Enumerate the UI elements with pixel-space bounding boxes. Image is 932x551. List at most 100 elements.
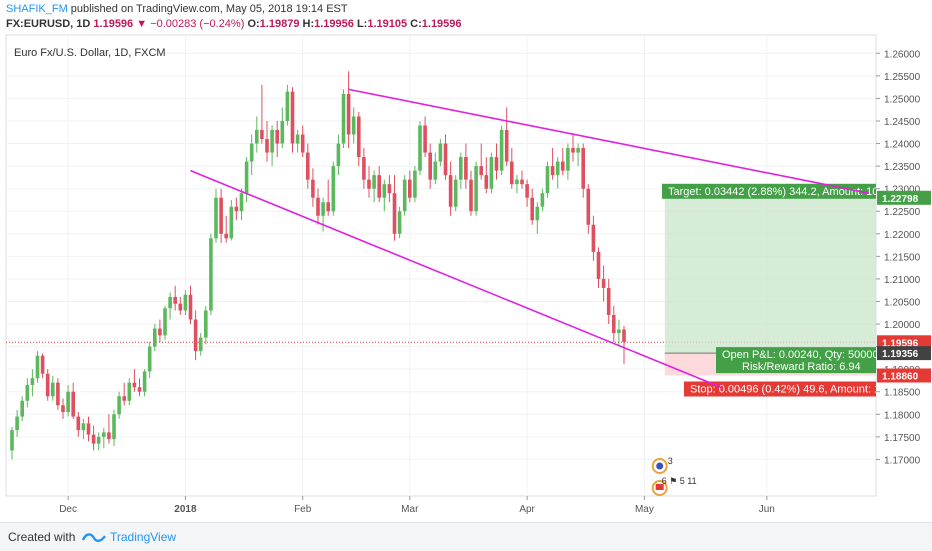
price-label-box	[877, 335, 931, 350]
candle-body	[443, 143, 448, 176]
open-label: O:	[247, 18, 260, 30]
flag-icon	[655, 484, 664, 490]
trendline	[348, 88, 869, 194]
candle-body	[321, 202, 325, 216]
ohlc-bar: FX:EURUSD, 1D 1.19596 ▼ −0.00283 (−0.24%…	[6, 17, 462, 32]
candle-body	[479, 166, 483, 176]
candle-body	[122, 396, 126, 401]
high-value: 1.19956	[314, 18, 354, 30]
price-tick-label: 1.22000	[884, 230, 921, 241]
created-with-label: Created with	[8, 530, 76, 544]
price-label: 1.22798	[882, 194, 919, 205]
trendline	[190, 169, 722, 388]
price-tick-label: 1.20500	[884, 297, 921, 308]
price-label-box	[877, 368, 931, 383]
candle-body	[530, 197, 534, 221]
tradingview-brand-link[interactable]: TradingView	[110, 530, 177, 544]
candle-body	[204, 310, 208, 338]
candle-body	[280, 120, 285, 144]
candle-body	[300, 134, 305, 153]
candle-body	[40, 355, 45, 374]
candle-body	[198, 337, 203, 352]
candle-body	[622, 329, 626, 343]
candle-body	[372, 175, 376, 189]
candle-body	[377, 175, 381, 198]
time-tick-label: 2018	[174, 504, 197, 515]
price-label: 1.19596	[882, 338, 919, 349]
candle-body	[448, 175, 453, 207]
candle-body	[137, 387, 142, 392]
close-label: C:	[410, 18, 422, 30]
candle-body	[290, 91, 295, 144]
candle-body	[295, 134, 300, 144]
candle-body	[545, 166, 550, 194]
candle-body	[71, 391, 75, 417]
candle-body	[499, 130, 504, 171]
price-tick-label: 1.20000	[884, 320, 921, 331]
time-axis[interactable]: Dec 2018 Feb Mar Apr May Jun	[59, 496, 775, 515]
candle-body	[591, 224, 596, 252]
footer-bar: Created with TradingView	[0, 522, 932, 551]
event-count-badge: 6 ⚑ 5 11	[662, 476, 697, 486]
time-tick-label: Feb	[294, 504, 312, 515]
candle-body	[188, 294, 193, 320]
candle-body	[214, 197, 218, 239]
long-position-tool[interactable]: Target: 0.03442 (2.88%) 344.2, Amount: 1…	[662, 183, 895, 397]
candle-body	[107, 432, 111, 440]
candle-body	[56, 382, 60, 406]
candle-body	[408, 179, 412, 198]
price-tick-label: 1.21500	[884, 252, 921, 263]
candle-body	[453, 179, 458, 207]
candle-body	[423, 125, 427, 153]
candle-body	[357, 116, 361, 158]
candle-body	[76, 416, 81, 431]
candle-body	[25, 384, 30, 401]
candle-body	[571, 148, 575, 153]
price-tick-label: 1.23500	[884, 162, 921, 173]
candle-body	[581, 148, 585, 189]
candle-body	[183, 294, 188, 311]
candle-body	[265, 139, 269, 153]
candle-body	[81, 423, 86, 431]
candle-body	[102, 432, 106, 437]
author-link[interactable]: SHAFIK_FM	[6, 3, 68, 15]
event-badges[interactable]: 3 6 ⚑ 5 11	[651, 456, 697, 496]
price-tick-label: 1.26000	[884, 49, 921, 60]
candle-body	[428, 152, 432, 180]
candle-body	[418, 125, 422, 171]
candle-body	[127, 382, 132, 401]
candle-body	[30, 378, 35, 385]
candle-body	[173, 296, 177, 304]
price-tick-label: 1.18000	[884, 410, 921, 421]
stop-label: Stop: 0.00496 (0.42%) 49.6, Amount: 149.	[690, 383, 895, 395]
candle-body	[331, 166, 336, 212]
price-label-box	[877, 190, 931, 205]
last-price: 1.19596	[93, 18, 134, 30]
pnl-label: Open P&L: 0.00240, Qty: 50000	[722, 349, 879, 361]
candle-body	[244, 161, 249, 194]
price-tick-label: 1.17000	[884, 455, 921, 466]
price-chart[interactable]: Euro Fx/U.S. Dollar, 1D, FXCM Target: 0.…	[0, 0, 932, 522]
price-label: 1.19356	[882, 349, 919, 360]
candle-body	[178, 303, 183, 311]
candle-body	[459, 157, 463, 180]
candle-body	[86, 423, 91, 435]
candle-body	[362, 157, 366, 180]
time-tick-label: Jun	[759, 504, 775, 515]
candle-body	[555, 161, 560, 176]
candle-body	[540, 193, 545, 207]
price-axis[interactable]: 1.26000 1.25500 1.25000 1.24500 1.24000 1.235…	[876, 49, 931, 466]
candle-body	[561, 161, 565, 171]
price-tick-label: 1.21000	[884, 275, 921, 286]
candle-body	[474, 166, 478, 212]
candle-body	[367, 179, 371, 189]
candle-body	[576, 148, 580, 153]
candle-body	[596, 251, 601, 279]
low-value: 1.19105	[367, 18, 408, 30]
candle-body	[601, 278, 606, 288]
profit-zone	[664, 197, 876, 354]
candle-body	[606, 287, 611, 316]
trendlines-layer[interactable]	[190, 88, 869, 388]
down-arrow-icon: ▼	[136, 18, 148, 30]
candle-body	[438, 143, 443, 162]
